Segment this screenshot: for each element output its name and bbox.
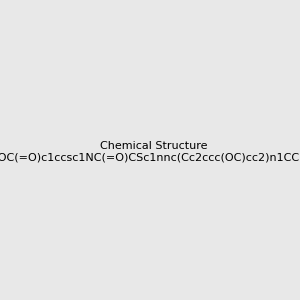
Text: Chemical Structure
COC(=O)c1ccsc1NC(=O)CSc1nnc(Cc2ccc(OC)cc2)n1CC=C: Chemical Structure COC(=O)c1ccsc1NC(=O)C… bbox=[0, 141, 300, 162]
